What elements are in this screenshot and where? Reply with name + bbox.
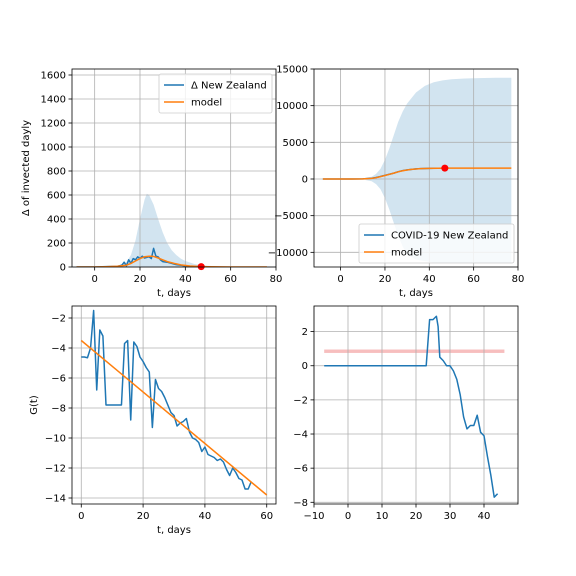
subplot-p2: 0 20 40 60 80 −10000 −5000 0 5000 10000 15000 t, da… xyxy=(268,65,525,300)
x-tick-label: 20 xyxy=(137,511,150,522)
x-tick-label: 0 xyxy=(78,511,84,522)
x-tick-label: 60 xyxy=(224,274,237,285)
current-day-marker xyxy=(441,164,449,172)
series-line-1 xyxy=(324,315,499,498)
y-tick-label: 15000 xyxy=(276,65,308,76)
y-tick-label: −8 xyxy=(293,498,308,509)
y-tick-label: −8 xyxy=(51,404,66,415)
subplot-p1: 0 20 40 60 8002004006008001000120014001600t,… xyxy=(21,68,283,299)
y-tick-label: −14 xyxy=(45,494,66,505)
x-tick-label: −10 xyxy=(303,511,324,522)
axes-frame xyxy=(71,68,277,268)
y-tick-label: 800 xyxy=(47,167,66,178)
series-line-2 xyxy=(322,167,512,180)
x-tick-label: 20 xyxy=(410,511,423,522)
y-tick-label: −10 xyxy=(45,434,66,445)
x-tick-label: 10 xyxy=(376,511,389,522)
x-tick-label: 80 xyxy=(270,274,283,285)
y-tick-label: 0 xyxy=(302,361,308,372)
x-axis-label: t, days xyxy=(157,525,191,536)
legend-box xyxy=(358,223,515,264)
x-tick-label: 20 xyxy=(379,274,392,285)
y-axis-label: G(t) xyxy=(29,395,40,415)
y-tick-label: 600 xyxy=(47,191,66,202)
y-tick-label: −12 xyxy=(45,464,66,475)
x-tick-label: 0 xyxy=(345,511,351,522)
y-tick-label: 1000 xyxy=(41,143,66,154)
y-tick-label: 200 xyxy=(47,239,66,250)
series-line-2 xyxy=(80,339,268,496)
x-axis-label: t, days xyxy=(399,288,433,299)
y-tick-label: −4 xyxy=(51,344,66,355)
x-tick-label: 0 xyxy=(91,274,97,285)
x-tick-label: 40 xyxy=(478,511,491,522)
x-tick-label: 60 xyxy=(260,511,273,522)
confidence-band xyxy=(76,193,267,267)
y-tick-label: −2 xyxy=(51,314,66,325)
x-tick-label: 0 xyxy=(337,274,343,285)
y-tick-label: −6 xyxy=(293,464,308,475)
y-tick-label: 1200 xyxy=(41,119,66,130)
x-axis-label: t, days xyxy=(157,288,191,299)
legend-label: Δ New Zealand xyxy=(191,81,267,92)
legend: Δ New Zealand model xyxy=(158,73,273,114)
confidence-band xyxy=(322,77,512,263)
y-tick-label: 5000 xyxy=(283,138,308,149)
legend-label: COVID-19 New Zealand xyxy=(391,231,508,242)
threshold-band xyxy=(324,349,505,353)
subplot-p3: 0 20 40 60 −2 −4 −6 −8 −10 −12 −14 t, days G(t) xyxy=(29,305,277,536)
y-tick-label: −4 xyxy=(293,430,308,441)
legend-box xyxy=(158,73,273,114)
y-tick-label: 0 xyxy=(302,175,308,186)
legend-label: model xyxy=(391,248,422,259)
y-tick-label: −10000 xyxy=(268,248,308,259)
y-tick-label: −2 xyxy=(293,395,308,406)
x-tick-label: 40 xyxy=(199,511,212,522)
y-axis-label: Δ of invected dayly xyxy=(21,120,32,216)
axes-frame xyxy=(71,305,277,505)
x-tick-label: 20 xyxy=(134,274,147,285)
y-tick-label: 10000 xyxy=(276,101,308,112)
y-tick-label: 1400 xyxy=(41,95,66,106)
y-tick-label: −6 xyxy=(51,374,66,385)
y-tick-label: 1600 xyxy=(41,71,66,82)
y-tick-label: −5000 xyxy=(274,211,308,222)
x-tick-label: 60 xyxy=(467,274,480,285)
legend: COVID-19 New Zealand model xyxy=(358,223,515,264)
x-tick-label: 80 xyxy=(512,274,525,285)
x-tick-label: 40 xyxy=(423,274,436,285)
y-tick-label: 2 xyxy=(302,327,308,338)
x-tick-label: 30 xyxy=(444,511,457,522)
y-tick-label: 0 xyxy=(60,263,66,274)
x-tick-label: 40 xyxy=(179,274,192,285)
series-line-1 xyxy=(81,309,252,490)
y-tick-label: 400 xyxy=(47,215,66,226)
axes-frame xyxy=(313,68,519,268)
legend-label: model xyxy=(191,98,222,109)
